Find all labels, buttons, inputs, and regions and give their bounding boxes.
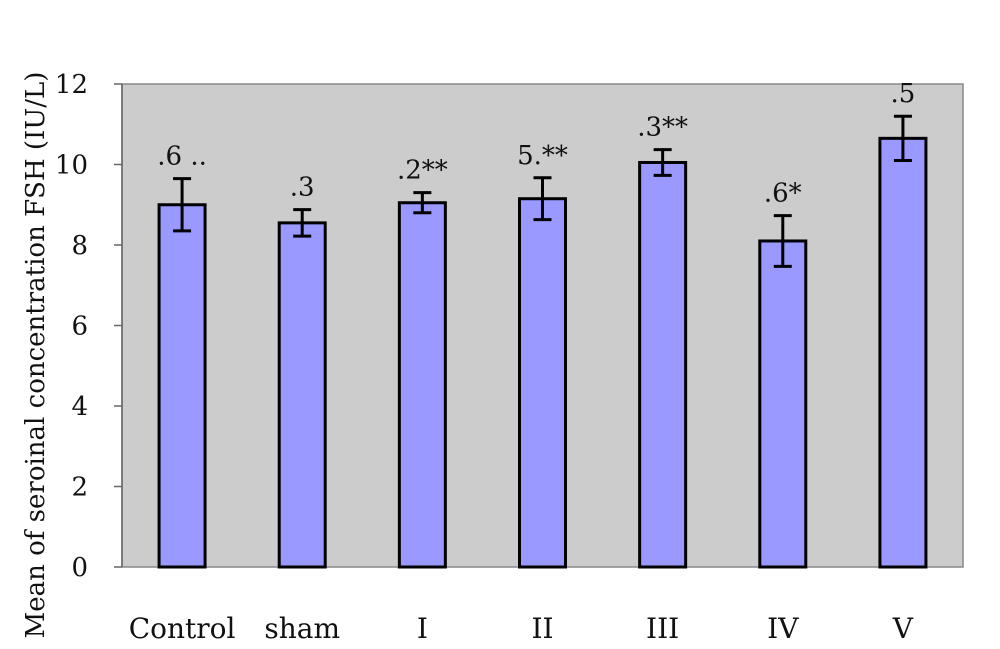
y-tick-label: 0: [71, 553, 88, 583]
x-category-label: V: [892, 612, 914, 645]
error-bar: [533, 176, 552, 222]
data-label: 5.**: [517, 141, 568, 171]
error-bar: [773, 214, 792, 268]
error-bar: [173, 177, 192, 233]
x-category-label: Control: [129, 612, 236, 645]
bar-series: [157, 136, 928, 569]
error-bar: [293, 208, 312, 238]
bar: [518, 197, 567, 569]
x-category-label: III: [646, 612, 679, 645]
data-label: .3: [290, 173, 315, 203]
error-bar: [893, 114, 912, 162]
x-category-label: IV: [767, 612, 799, 645]
x-category-label: I: [417, 612, 428, 645]
y-tick-label: 4: [71, 392, 88, 422]
bar: [878, 136, 928, 569]
bar: [758, 239, 808, 569]
data-label: .3**: [637, 113, 688, 143]
y-tick-label: 2: [71, 473, 88, 503]
y-tick-label: 6: [71, 312, 88, 342]
data-label: .6 ..: [157, 142, 207, 172]
error-bar: [413, 191, 432, 215]
data-labels: .6 .. .3 .2** 5.** .3** .6* .5: [157, 79, 915, 208]
y-tick-label: 10: [55, 151, 88, 181]
data-label: .6*: [764, 179, 802, 209]
x-category-label: sham: [264, 612, 340, 645]
y-axis-title: Mean of seroinal concentration FSH (IU/L…: [21, 72, 51, 639]
bar: [397, 201, 447, 569]
bar: [277, 221, 327, 569]
error-bars: [173, 114, 912, 268]
bar: [157, 203, 207, 569]
data-label: .2**: [397, 156, 448, 186]
error-bar: [653, 148, 672, 177]
data-label: .5: [891, 79, 916, 109]
y-tick-label: 12: [55, 70, 88, 100]
bar: [638, 160, 688, 569]
y-tick-label: 8: [71, 231, 88, 261]
x-category-label: II: [531, 612, 553, 645]
y-axis-ticks: 0 2 4 6 8 10 12: [55, 70, 122, 583]
x-axis-labels: Control sham I II III IV V: [129, 612, 914, 645]
